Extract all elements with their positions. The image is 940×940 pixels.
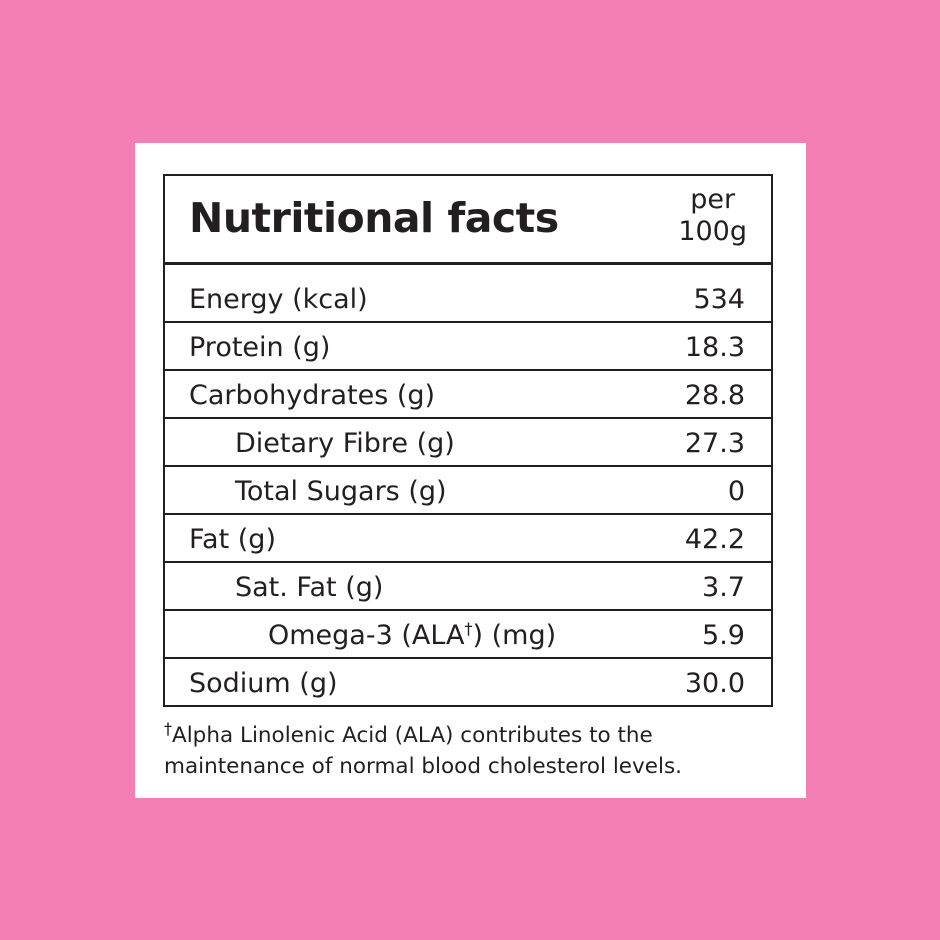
row-value: 0 <box>727 476 745 507</box>
row-label: Energy (kcal) <box>189 284 368 315</box>
table-row: Carbohydrates (g) 28.8 <box>165 369 771 417</box>
row-value: 5.9 <box>702 620 745 651</box>
table-row: Sodium (g) 30.0 <box>165 657 771 705</box>
row-value: 534 <box>693 284 745 315</box>
row-label: Carbohydrates (g) <box>189 380 436 411</box>
table-row: Energy (kcal) 534 <box>165 265 771 321</box>
table-row: Protein (g) 18.3 <box>165 321 771 369</box>
row-value: 27.3 <box>684 428 745 459</box>
row-value: 18.3 <box>684 332 745 363</box>
amount-label: 100g <box>678 216 747 247</box>
table-header: Nutritional facts per 100g <box>165 176 771 265</box>
row-label: Sat. Fat (g) <box>235 572 384 603</box>
label-prefix: Omega-3 (ALA <box>268 620 465 651</box>
dagger-mark: † <box>164 719 172 738</box>
footnote: †Alpha Linolenic Acid (ALA) contributes … <box>164 713 794 782</box>
table-row: Sat. Fat (g) 3.7 <box>165 561 771 609</box>
row-value: 42.2 <box>684 524 745 555</box>
row-value: 3.7 <box>702 572 745 603</box>
table-row: Fat (g) 42.2 <box>165 513 771 561</box>
table-row: Omega-3 (ALA†) (mg) 5.9 <box>165 609 771 657</box>
nutrition-table: Nutritional facts per 100g Energy (kcal)… <box>163 174 773 707</box>
dagger-mark: † <box>464 619 473 638</box>
row-label: Sodium (g) <box>189 668 338 699</box>
per-100g-label: per 100g <box>678 184 747 248</box>
row-label: Omega-3 (ALA†) (mg) <box>268 619 556 651</box>
per-label: per <box>690 184 736 215</box>
label-panel <box>135 143 806 798</box>
row-label: Protein (g) <box>189 332 331 363</box>
row-label: Dietary Fibre (g) <box>235 428 455 459</box>
table-row: Total Sugars (g) 0 <box>165 465 771 513</box>
table-row: Dietary Fibre (g) 27.3 <box>165 417 771 465</box>
footnote-text: Alpha Linolenic Acid (ALA) contributes t… <box>164 723 682 780</box>
row-label: Total Sugars (g) <box>235 476 447 507</box>
table-title: Nutritional facts <box>189 194 559 242</box>
row-value: 28.8 <box>684 380 745 411</box>
label-suffix: ) (mg) <box>472 620 557 651</box>
row-label: Fat (g) <box>189 524 276 555</box>
row-value: 30.0 <box>684 668 745 699</box>
